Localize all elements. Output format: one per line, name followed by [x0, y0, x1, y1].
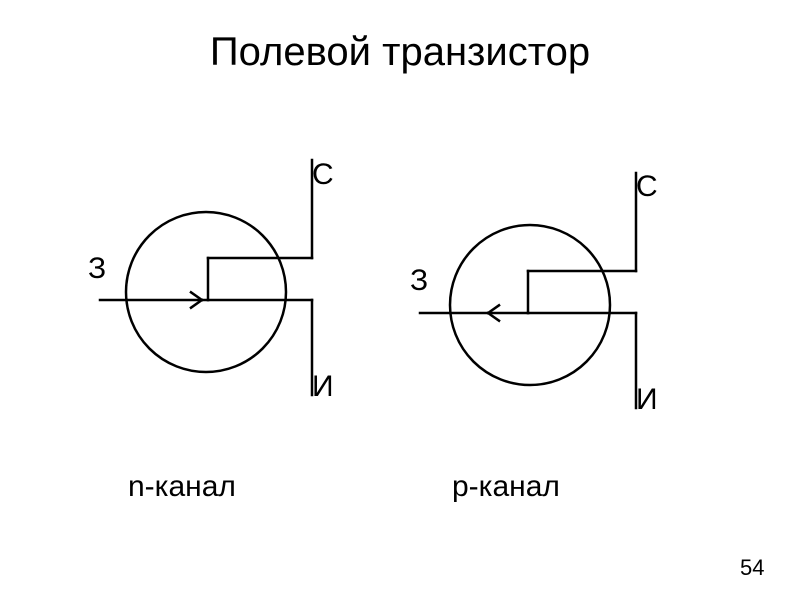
page-number: 54 [740, 555, 764, 581]
right-drain-label: С [636, 170, 658, 204]
right-caption: p-канал [452, 470, 560, 504]
left-caption: n-канал [128, 470, 236, 504]
left-gate-label: З [88, 252, 106, 286]
right-source-label: И [636, 383, 658, 417]
left-source-label: И [312, 370, 334, 404]
left-drain-label: С [312, 158, 334, 192]
right-gate-label: З [410, 264, 428, 298]
transistor-diagram-svg [0, 0, 800, 600]
